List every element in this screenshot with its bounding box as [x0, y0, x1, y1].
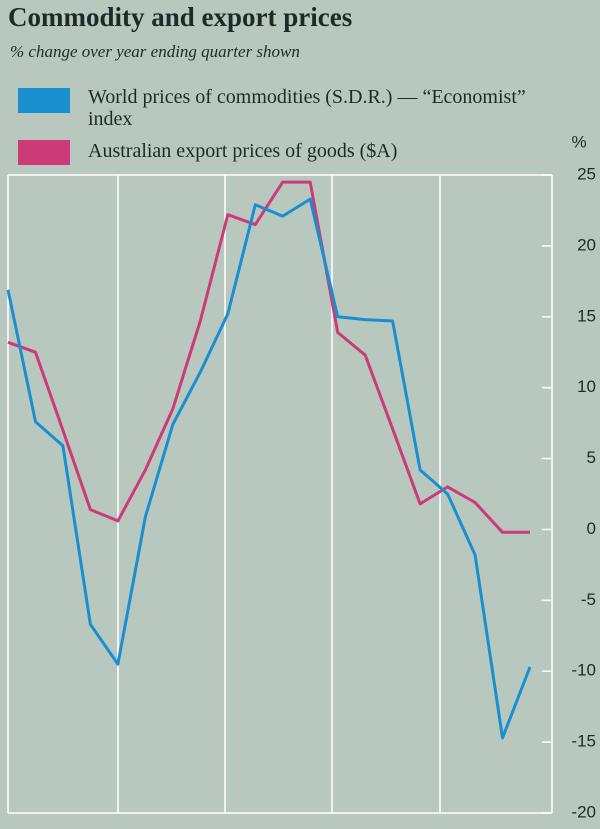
- y-tick-label: 0: [587, 519, 596, 538]
- y-tick-label: -20: [571, 802, 596, 821]
- legend-label: Australian export prices of goods ($A): [88, 140, 398, 162]
- y-axis-unit: %: [571, 132, 586, 151]
- y-tick-label: 5: [587, 448, 596, 467]
- y-tick-label: 15: [577, 306, 596, 325]
- legend-swatch: [18, 140, 70, 165]
- y-tick-label: -5: [581, 590, 596, 609]
- chart-subtitle: % change over year ending quarter shown: [10, 42, 300, 61]
- y-tick-label: -15: [571, 732, 596, 751]
- legend-label: World prices of commodities (S.D.R.) — “…: [88, 86, 526, 130]
- y-tick-label: -10: [571, 661, 596, 680]
- series-line: [6, 197, 532, 740]
- y-tick-label: 10: [577, 377, 596, 396]
- y-tick-label: 25: [577, 164, 596, 183]
- legend-swatch: [18, 88, 70, 113]
- chart-title: Commodity and export prices: [8, 2, 353, 32]
- series-line: [7, 180, 530, 534]
- y-tick-label: 20: [577, 235, 596, 254]
